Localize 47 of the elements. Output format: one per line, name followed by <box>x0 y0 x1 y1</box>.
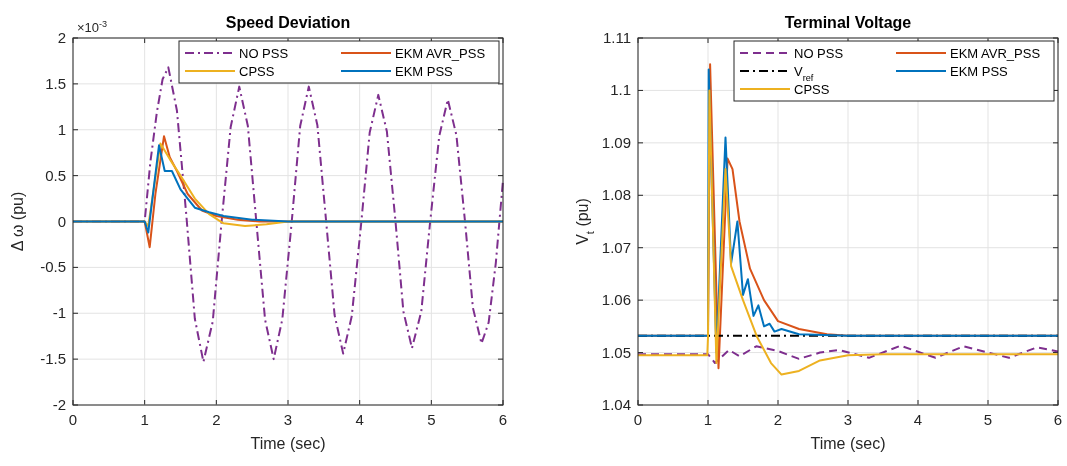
y-tick-label: 1.08 <box>601 186 631 204</box>
x-tick-label: 3 <box>283 411 293 428</box>
y-axis-title: Δ ω (pu) <box>9 191 26 252</box>
y-tick-label: 1.06 <box>601 291 631 309</box>
x-tick-label: 2 <box>773 411 783 428</box>
y-tick-label: 1.11 <box>602 29 631 46</box>
y-tick-label: 1.07 <box>601 238 631 256</box>
y-tick-label: -2 <box>52 396 66 413</box>
x-axis-title: Time (sec) <box>250 435 326 452</box>
legend-label: CPSS <box>794 82 830 97</box>
x-tick-label: 2 <box>212 411 221 428</box>
x-tick-label: 6 <box>498 411 508 428</box>
legend-label: CPSS <box>239 64 275 79</box>
legend-label: NO PSS <box>239 46 289 61</box>
x-tick-label: 5 <box>427 411 436 428</box>
y-tick-label: 0.5 <box>45 166 66 184</box>
legend-label: V$_{ref}$ <box>794 64 814 83</box>
legend-label: EKM PSS <box>950 64 1009 79</box>
legend-label: EKM AVR_PSS <box>395 46 486 61</box>
y-tick-label: -1 <box>52 304 66 322</box>
x-tick-label: 6 <box>1053 411 1063 428</box>
y-tick-label: 1 <box>57 120 66 138</box>
x-tick-label: 3 <box>843 411 853 428</box>
x-tick-label: 4 <box>355 411 364 428</box>
x-tick-label: 0 <box>633 411 643 428</box>
y-tick-label: 0 <box>57 212 66 230</box>
legend-label: EKM AVR_PSS <box>950 46 1041 61</box>
x-axis-title: Time (sec) <box>810 435 886 452</box>
y-tick-label: 1.1 <box>610 81 631 99</box>
x-tick-label: 4 <box>913 411 923 428</box>
chart-title: Speed Deviation <box>225 14 351 31</box>
x-tick-label: 1 <box>703 411 713 428</box>
y-tick-label: 2 <box>57 29 66 46</box>
y-tick-label: -1.5 <box>40 350 66 368</box>
text: ×10$^{-3}$ <box>77 19 108 35</box>
legend-label: EKM PSS <box>395 64 454 79</box>
x-tick-label: 1 <box>140 411 149 428</box>
y-tick-label: 1.09 <box>601 133 631 151</box>
y-tick-label: -0.5 <box>40 258 66 276</box>
y-tick-label: 1.5 <box>45 74 66 92</box>
legend-label: NO PSS <box>794 46 844 61</box>
line-series <box>637 344 1059 365</box>
chart-title: Terminal Voltage <box>784 14 912 31</box>
x-tick-label: 0 <box>68 411 78 428</box>
y-tick-label: 1.04 <box>601 396 631 413</box>
x-tick-label: 5 <box>983 411 993 428</box>
y-tick-label: 1.05 <box>601 343 631 361</box>
